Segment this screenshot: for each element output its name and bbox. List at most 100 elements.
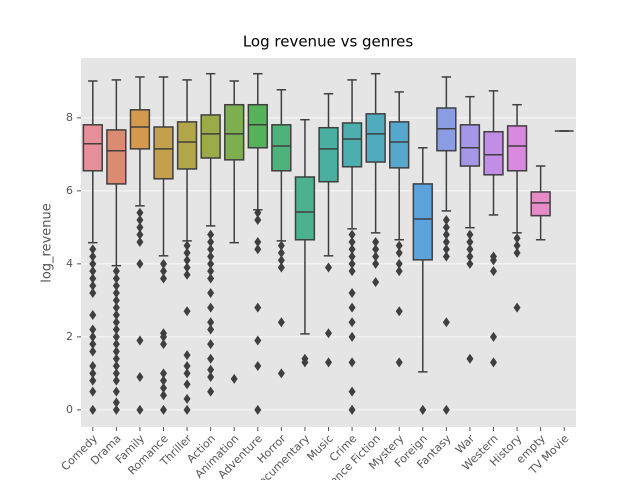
box bbox=[318, 126, 339, 183]
outlier bbox=[112, 273, 120, 284]
outlier bbox=[136, 258, 144, 269]
outlier bbox=[136, 335, 144, 346]
outlier bbox=[207, 266, 215, 277]
outlier bbox=[160, 368, 167, 379]
outlier bbox=[277, 317, 285, 328]
outlier bbox=[466, 236, 474, 247]
outlier bbox=[160, 266, 167, 277]
outlier bbox=[442, 404, 450, 415]
outlier bbox=[207, 302, 215, 313]
box bbox=[530, 191, 551, 217]
outlier bbox=[348, 404, 356, 415]
outlier bbox=[136, 371, 144, 382]
outlier bbox=[207, 251, 215, 262]
outlier bbox=[325, 262, 332, 273]
outlier bbox=[207, 364, 215, 375]
outlier bbox=[348, 302, 356, 313]
box bbox=[224, 103, 245, 161]
outlier bbox=[372, 236, 380, 247]
outlier bbox=[112, 346, 120, 357]
outlier bbox=[136, 222, 144, 233]
outlier bbox=[207, 244, 215, 255]
outlier bbox=[112, 375, 120, 386]
outlier bbox=[513, 233, 521, 244]
outlier bbox=[89, 361, 97, 372]
outlier bbox=[207, 317, 215, 328]
outlier bbox=[89, 386, 97, 397]
outlier bbox=[89, 368, 97, 379]
outlier bbox=[301, 357, 309, 368]
y-tick-label: 4 bbox=[66, 257, 73, 270]
box bbox=[247, 103, 268, 149]
y-axis-label: log_revenue bbox=[40, 203, 55, 283]
box bbox=[200, 114, 221, 159]
outlier bbox=[207, 371, 215, 382]
box bbox=[129, 109, 151, 150]
box bbox=[106, 129, 127, 185]
box bbox=[153, 126, 174, 180]
outlier bbox=[277, 240, 285, 251]
outlier bbox=[112, 353, 120, 364]
box bbox=[506, 125, 528, 172]
outlier bbox=[183, 350, 191, 361]
y-tick-label: 6 bbox=[66, 184, 73, 197]
outlier bbox=[325, 328, 332, 339]
outlier bbox=[207, 386, 215, 397]
outlier bbox=[183, 269, 191, 280]
outlier bbox=[160, 390, 167, 401]
outlier bbox=[136, 215, 144, 226]
outlier bbox=[372, 244, 380, 255]
box bbox=[389, 121, 410, 169]
outlier bbox=[513, 240, 521, 251]
outlier bbox=[112, 339, 120, 350]
outlier bbox=[466, 229, 474, 240]
y-tick-label: 2 bbox=[66, 330, 73, 343]
outlier bbox=[183, 240, 191, 251]
outlier bbox=[207, 353, 215, 364]
outlier bbox=[160, 331, 167, 342]
outlier bbox=[183, 404, 191, 415]
outlier bbox=[112, 368, 120, 379]
outlier bbox=[136, 404, 144, 415]
outlier bbox=[89, 375, 97, 386]
outlier bbox=[160, 339, 167, 350]
outlier bbox=[136, 236, 144, 247]
outlier bbox=[395, 306, 403, 317]
outlier bbox=[112, 331, 120, 342]
outlier bbox=[372, 251, 380, 262]
box bbox=[412, 183, 433, 261]
outlier bbox=[395, 357, 403, 368]
outlier bbox=[183, 379, 191, 390]
outlier bbox=[254, 236, 262, 247]
outlier bbox=[277, 262, 285, 273]
outlier bbox=[490, 357, 497, 368]
outlier bbox=[348, 236, 356, 247]
outlier bbox=[372, 258, 380, 269]
outlier bbox=[112, 288, 120, 299]
outlier bbox=[277, 368, 285, 379]
outlier bbox=[207, 324, 215, 335]
outlier bbox=[160, 375, 167, 386]
outlier bbox=[254, 302, 262, 313]
outlier bbox=[466, 251, 474, 262]
outlier bbox=[112, 309, 120, 320]
outlier bbox=[160, 404, 167, 415]
box bbox=[82, 124, 103, 172]
outlier bbox=[136, 207, 144, 218]
outlier bbox=[254, 215, 262, 226]
outlier bbox=[348, 244, 356, 255]
outlier bbox=[207, 273, 215, 284]
outlier bbox=[490, 255, 497, 266]
outlier bbox=[207, 236, 215, 247]
outlier bbox=[348, 266, 356, 277]
outlier bbox=[89, 244, 97, 255]
outlier bbox=[112, 295, 120, 306]
outlier bbox=[490, 331, 497, 342]
outlier bbox=[442, 251, 450, 262]
outlier bbox=[183, 393, 191, 404]
box bbox=[271, 124, 292, 172]
outlier bbox=[183, 361, 191, 372]
outlier bbox=[136, 229, 144, 240]
outlier bbox=[207, 288, 215, 299]
box bbox=[176, 121, 198, 170]
